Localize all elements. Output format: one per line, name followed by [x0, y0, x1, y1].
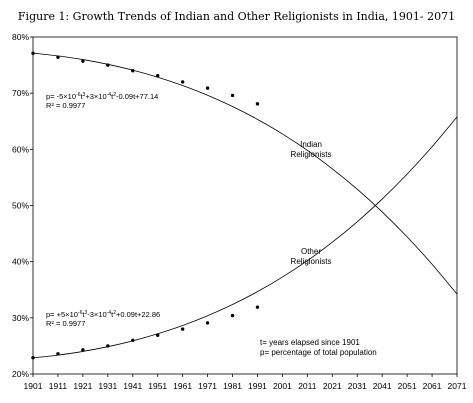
data-point-indian: [131, 69, 135, 73]
x-tick-label: 1931: [98, 381, 117, 391]
x-tick-label: 2061: [423, 381, 442, 391]
x-tick-label: 2051: [398, 381, 417, 391]
r2-other: R² = 0.9977: [46, 319, 85, 328]
series-points: [31, 51, 260, 360]
trend-line-other: [32, 116, 458, 359]
y-tick-label: 70%: [12, 88, 29, 98]
x-tick-label: 1951: [148, 381, 167, 391]
data-point-other: [156, 333, 160, 337]
r2-indian: R² = 0.9977: [46, 101, 85, 110]
x-tick-label: 2071: [448, 381, 467, 391]
y-tick-label: 50%: [12, 201, 29, 211]
y-tick-label: 30%: [12, 313, 29, 323]
x-tick-label: 2041: [373, 381, 392, 391]
x-tick-label: 1961: [173, 381, 192, 391]
data-point-other: [31, 356, 35, 360]
data-point-other: [106, 344, 110, 348]
data-point-other: [255, 305, 260, 309]
equation-indian: p= -5×10-6t3+3×10-4t2-0.09t+77.14: [46, 92, 158, 101]
data-point-indian: [56, 55, 60, 59]
note-t: t= years elapsed since 1901: [260, 338, 360, 347]
equation-other: p= +5×10-6t3-3×10-4t2+0.09t+22.86: [46, 310, 160, 319]
x-tick-label: 1921: [73, 381, 92, 391]
x-tick-label: 2021: [323, 381, 342, 391]
x-tick-label: 1901: [24, 381, 43, 391]
data-point-other: [56, 352, 60, 356]
y-tick-label: 20%: [12, 369, 29, 379]
x-tick-label: 1911: [49, 381, 68, 391]
series-label-other-line1: Other: [301, 247, 321, 256]
y-tick-label: 60%: [12, 144, 29, 154]
data-point-indian: [106, 63, 110, 67]
data-point-indian: [255, 102, 260, 106]
x-tick-label: 1941: [123, 381, 142, 391]
plot-frame: [32, 36, 458, 375]
y-axis: 20% 30% 40% 50% 60% 70% 80%: [12, 32, 33, 379]
data-point-other: [131, 338, 135, 342]
data-point-indian: [230, 93, 235, 98]
x-tick-label: 2001: [273, 381, 292, 391]
x-tick-label: 2011: [298, 381, 317, 391]
x-tick-label: 2031: [348, 381, 367, 391]
data-point-indian: [205, 86, 210, 90]
chart-title: Figure 1: Growth Trends of Indian and Ot…: [17, 10, 456, 23]
data-point-indian: [180, 80, 185, 84]
data-point-other: [205, 321, 210, 325]
x-axis: 1901 1911 1921 1931 1941 1951 1961 1971 1981 1991…: [24, 374, 467, 391]
x-tick-label: 1971: [198, 381, 217, 391]
y-tick-label: 40%: [12, 257, 29, 267]
data-point-other: [81, 348, 85, 352]
series-label-indian-line1: Indian: [300, 140, 322, 149]
data-point-other: [230, 313, 235, 318]
data-point-indian: [31, 51, 35, 55]
series-label-other-line2: Religionists: [291, 257, 332, 266]
series-lines: [32, 52, 458, 359]
y-tick-label: 80%: [12, 32, 29, 42]
x-tick-label: 1991: [248, 381, 267, 391]
series-label-indian-line2: Religionists: [291, 150, 332, 159]
note-p: p= percentage of total population: [260, 348, 377, 357]
x-tick-label: 1981: [223, 381, 242, 391]
data-point-indian: [156, 74, 160, 78]
trend-line-indian: [32, 52, 458, 295]
data-point-other: [180, 327, 185, 331]
data-point-indian: [81, 59, 85, 63]
